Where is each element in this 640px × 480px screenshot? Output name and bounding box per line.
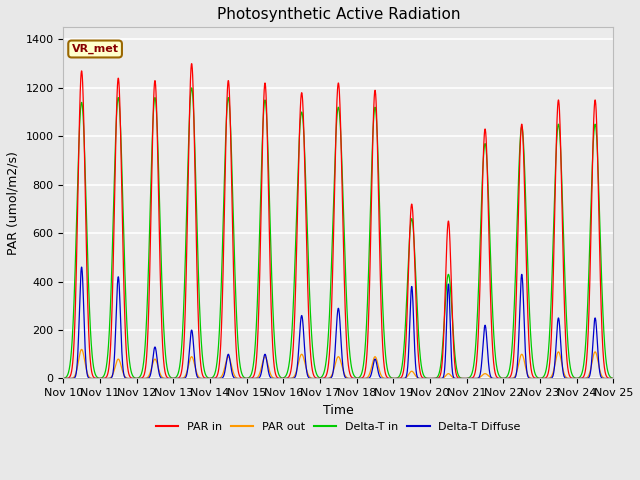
Delta-T Diffuse: [60, 376, 67, 382]
PAR in: [540, 375, 547, 381]
Delta-T Diffuse: [294, 352, 302, 358]
PAR out: [609, 376, 617, 382]
PAR in: [188, 61, 195, 67]
PAR out: [294, 361, 302, 367]
PAR in: [122, 345, 130, 351]
PAR in: [271, 365, 278, 371]
PAR in: [294, 176, 302, 181]
Delta-T Diffuse: [122, 375, 130, 381]
Title: Photosynthetic Active Radiation: Photosynthetic Active Radiation: [216, 7, 460, 22]
Legend: PAR in, PAR out, Delta-T in, Delta-T Diffuse: PAR in, PAR out, Delta-T in, Delta-T Dif…: [152, 417, 525, 436]
PAR out: [60, 376, 67, 382]
Delta-T in: [122, 303, 130, 309]
Delta-T in: [155, 170, 163, 176]
PAR out: [77, 347, 85, 352]
PAR out: [540, 376, 547, 382]
Delta-T Diffuse: [78, 264, 86, 270]
PAR out: [155, 367, 163, 373]
Delta-T in: [188, 85, 195, 91]
Delta-T in: [271, 337, 278, 343]
Delta-T in: [599, 310, 607, 315]
PAR in: [609, 376, 617, 382]
PAR out: [122, 375, 130, 381]
PAR out: [271, 375, 278, 381]
Delta-T Diffuse: [155, 370, 163, 375]
Y-axis label: PAR (umol/m2/s): PAR (umol/m2/s): [7, 151, 20, 255]
Delta-T in: [426, 376, 434, 382]
PAR in: [155, 200, 163, 206]
Delta-T Diffuse: [609, 376, 617, 382]
X-axis label: Time: Time: [323, 404, 354, 417]
PAR out: [426, 376, 434, 382]
Line: PAR out: PAR out: [63, 349, 613, 379]
PAR in: [599, 347, 607, 353]
PAR out: [599, 374, 607, 380]
Line: Delta-T Diffuse: Delta-T Diffuse: [63, 267, 613, 379]
Delta-T in: [609, 375, 617, 381]
Delta-T Diffuse: [540, 376, 547, 382]
Delta-T in: [60, 375, 67, 381]
Delta-T in: [540, 373, 547, 379]
PAR in: [426, 376, 434, 382]
Line: Delta-T in: Delta-T in: [63, 88, 613, 379]
Delta-T Diffuse: [426, 376, 434, 382]
PAR in: [60, 376, 67, 382]
Delta-T in: [294, 160, 302, 166]
Text: VR_met: VR_met: [72, 44, 118, 54]
Delta-T Diffuse: [599, 375, 607, 381]
Delta-T Diffuse: [271, 376, 278, 382]
Line: PAR in: PAR in: [63, 64, 613, 379]
